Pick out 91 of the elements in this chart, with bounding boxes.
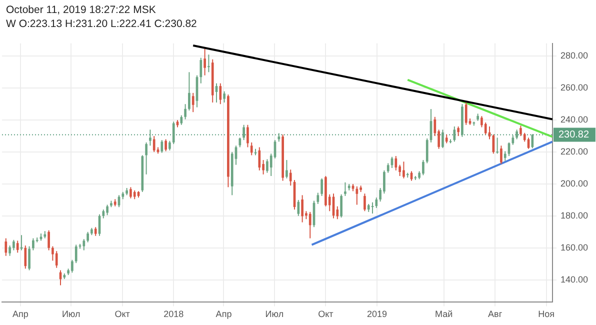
x-tick-label: Май [435, 309, 453, 320]
candlestick [204, 48, 206, 76]
x-tick-label: 2019 [366, 309, 387, 320]
candlestick [402, 161, 405, 179]
x-tick-label: Апр [12, 309, 28, 320]
y-tick-label: 260.00 [560, 82, 588, 93]
candlestick [320, 178, 323, 196]
candlestick [168, 140, 171, 151]
x-tick-label: Авг [488, 309, 503, 320]
candlestick [492, 134, 495, 154]
candlestick [504, 150, 506, 162]
candlestick [106, 204, 108, 216]
candlestick [286, 160, 288, 179]
x-tick-label: Июл [62, 309, 80, 320]
y-tick-label: 200.00 [560, 178, 588, 188]
candlestick [48, 230, 50, 251]
candlestick [457, 126, 460, 137]
text: W O:223.13 H:231.20 L:222.41 C:230.82 [6, 17, 198, 31]
candlestick [242, 124, 245, 141]
candlestick [340, 194, 342, 218]
candlestick [8, 244, 11, 256]
candlestick [442, 129, 444, 149]
y-tick-label: 160.00 [560, 242, 588, 252]
candlestick [223, 90, 226, 104]
y-tick-label: 240.00 [560, 114, 588, 125]
candlestick [164, 138, 167, 152]
candlestick [426, 138, 428, 164]
y-tick-label: 220.00 [560, 146, 588, 157]
candlestick [520, 125, 522, 137]
candlestick [246, 124, 249, 148]
x-tick-label: Ноя [538, 309, 555, 320]
text: October 11, 2019 18:27:22 MSK [6, 3, 157, 17]
candlestick [289, 169, 292, 186]
candlestick [422, 160, 424, 176]
candlestick [74, 244, 78, 264]
candlestick [496, 137, 498, 154]
candlestick [484, 122, 487, 135]
candlestick [316, 192, 320, 204]
candlestick [52, 246, 54, 262]
candlestick [208, 54, 210, 73]
x-tick-label: 2018 [164, 309, 184, 320]
candlestick [516, 129, 518, 140]
y-tick-label: 140.00 [560, 274, 588, 284]
candlestick [453, 126, 456, 142]
candlestick [188, 72, 190, 111]
candlestick [238, 137, 242, 148]
candlestick [512, 134, 514, 146]
candlestick [308, 211, 312, 239]
x-tick-label: Июл [265, 309, 284, 320]
y-tick-label: 280.00 [560, 50, 588, 61]
candlestick [386, 162, 390, 174]
candlestick [266, 158, 268, 174]
candlestick [86, 231, 89, 243]
candlestick [82, 238, 86, 251]
candlestick [180, 114, 183, 126]
candlestick [394, 156, 398, 171]
candlestick [55, 250, 58, 268]
candlestick [184, 104, 186, 120]
candlestick [500, 145, 502, 165]
candlestick [297, 199, 300, 216]
candlestick [250, 142, 253, 156]
candlestick [344, 182, 346, 196]
y-tick-label: 180.00 [560, 210, 588, 220]
candlestick [364, 193, 366, 212]
candlestick [130, 186, 132, 199]
candlestick [20, 234, 23, 251]
candlestick [531, 134, 534, 149]
candlestick [258, 146, 261, 171]
ref-line-label: 230.82 [558, 129, 590, 140]
candlestick [71, 259, 74, 274]
x-tick-label: Окт [114, 309, 130, 320]
candlestick [219, 82, 222, 105]
x-tick-label: Апр [216, 309, 232, 320]
candlestick [172, 121, 175, 145]
candlestick [32, 238, 34, 251]
candlestick [160, 140, 164, 154]
candlestick [192, 92, 194, 113]
candlestick [28, 246, 30, 271]
candlestick [16, 240, 19, 254]
candlestick [24, 244, 27, 270]
candlestick [301, 194, 304, 223]
candlestick [200, 57, 202, 84]
candlestick [12, 239, 15, 251]
candlestick [152, 136, 156, 153]
x-tick-label: Окт [318, 309, 334, 320]
candlestick [375, 197, 378, 208]
candlestick [4, 238, 8, 256]
candlestick [464, 102, 468, 126]
candlestick [356, 186, 358, 206]
candlestick [145, 142, 148, 175]
candlestick [149, 129, 152, 146]
